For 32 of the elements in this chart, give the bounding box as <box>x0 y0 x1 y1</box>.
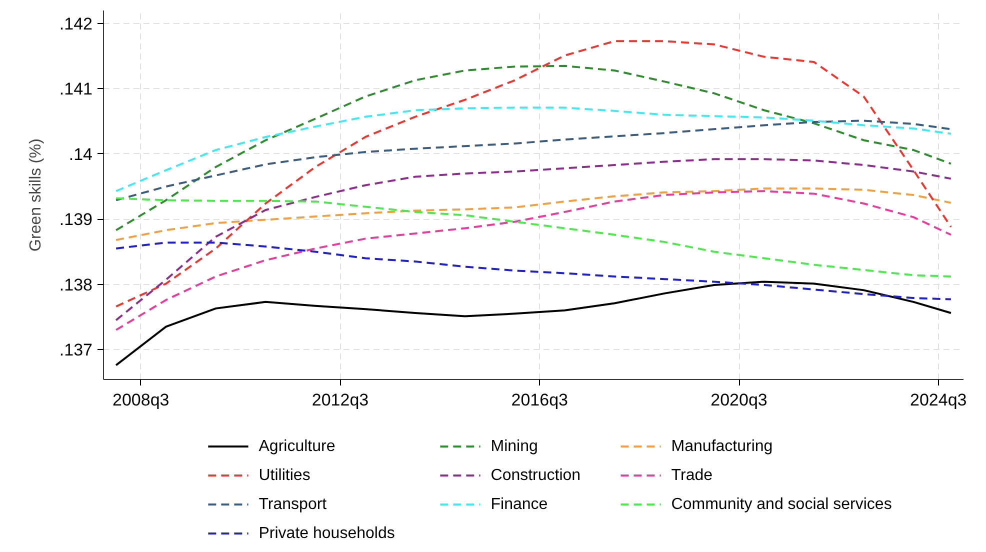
legend-label: Mining <box>490 438 538 455</box>
legend-label: Trade <box>671 467 713 484</box>
legend-label: Finance <box>490 496 548 513</box>
legend-label: Utilities <box>258 467 310 484</box>
line-series <box>115 120 952 202</box>
x-tick-label: 2016q3 <box>511 390 568 410</box>
legend-label: Construction <box>490 467 581 484</box>
line-series <box>115 40 952 308</box>
y-tick-label: .139 <box>59 210 93 230</box>
line-series <box>115 190 952 331</box>
legend-label: Manufacturing <box>671 438 773 455</box>
legend-label: Private households <box>258 525 395 542</box>
line-series <box>115 197 952 278</box>
line-series <box>115 280 952 366</box>
x-tick-label: 2024q3 <box>910 390 967 410</box>
legend-label: Community and social services <box>671 496 892 513</box>
x-tick-label: 2020q3 <box>710 390 768 410</box>
line-series <box>115 158 952 322</box>
line-series <box>115 106 952 192</box>
legend-label: Transport <box>258 496 328 513</box>
y-tick-label: .141 <box>59 80 93 99</box>
line-series <box>115 187 952 241</box>
x-tick-label: 2012q3 <box>312 390 369 410</box>
y-tick-label: .137 <box>59 340 93 360</box>
legend-label: Agriculture <box>258 438 336 455</box>
y-axis-title: Green skills (%) <box>27 138 44 252</box>
y-tick-label: .14 <box>68 144 93 164</box>
y-tick-label: .138 <box>59 275 93 294</box>
line-series <box>115 242 952 300</box>
y-tick-label: .142 <box>59 14 93 34</box>
x-tick-label: 2008q3 <box>112 390 170 410</box>
line-series <box>115 64 952 232</box>
